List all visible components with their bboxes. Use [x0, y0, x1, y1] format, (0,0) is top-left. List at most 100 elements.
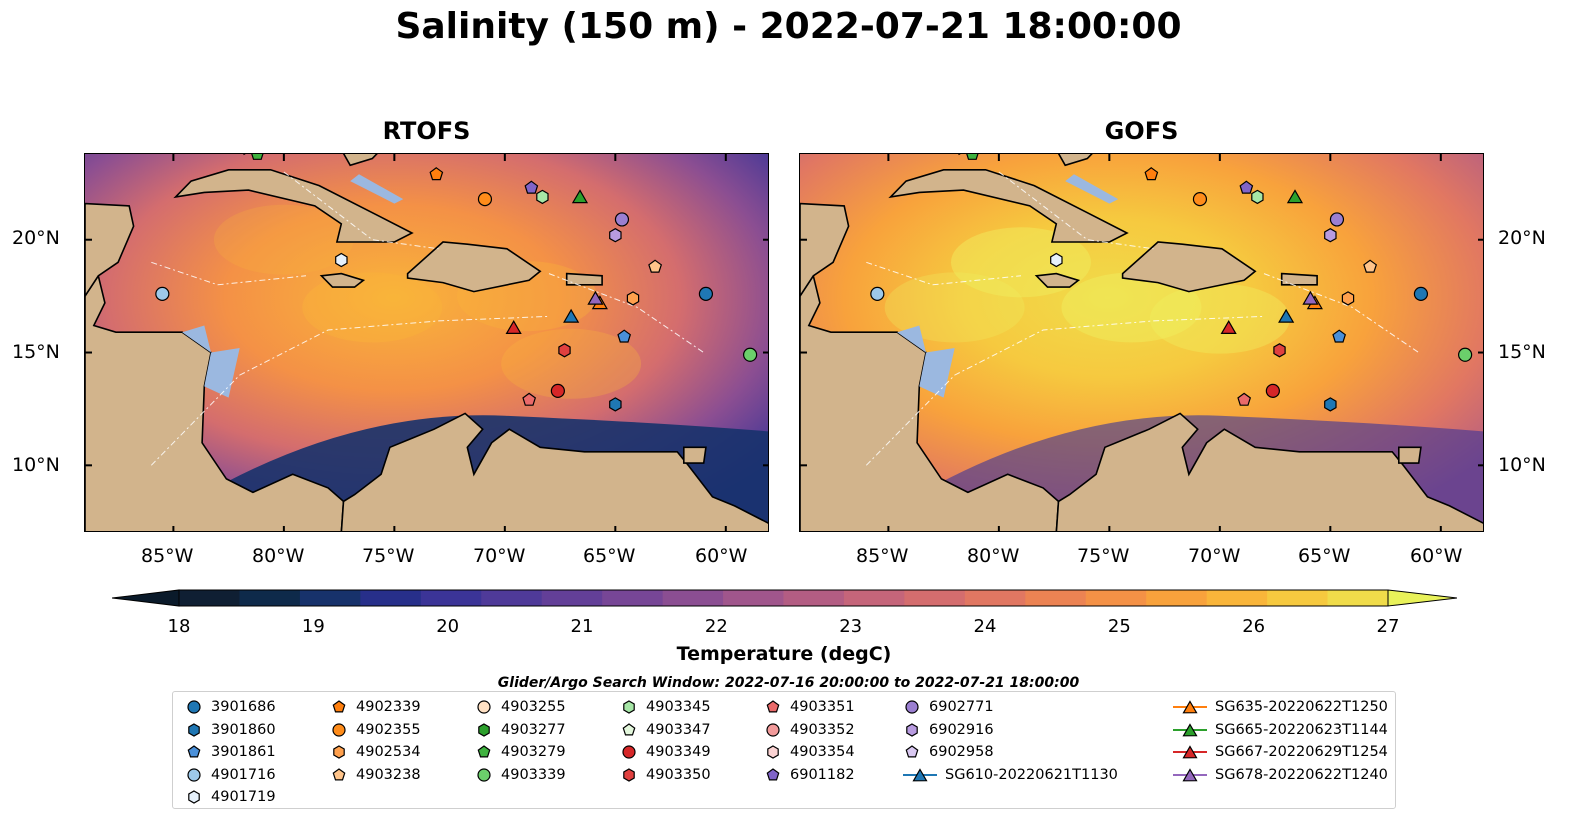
marker-rtofs-4903351[interactable] [522, 392, 537, 406]
legend-item-4902355: 4902355 [330, 719, 421, 741]
legend-marker-4903350[interactable] [623, 767, 635, 782]
gofs-map[interactable] [799, 153, 1484, 532]
legend-marker-6902958[interactable] [905, 745, 919, 758]
lat-tick-10n-left: 10°N [12, 454, 60, 476]
marker-gofs-4903351[interactable] [1237, 392, 1252, 406]
rtofs-map[interactable] [84, 153, 769, 532]
legend-marker-4903277[interactable] [478, 722, 490, 737]
legend-item-4903349: 4903349 [620, 741, 711, 763]
panel-title-rtofs: RTOFS [382, 117, 471, 145]
marker-gofs-4903339[interactable] [1458, 347, 1473, 362]
legend-marker-6902771[interactable] [905, 700, 919, 714]
legend-marker-4902534[interactable] [333, 745, 345, 759]
legend-label: 6902771 [929, 699, 994, 715]
legend-marker-4903339[interactable] [477, 767, 491, 782]
lat-tick-20n-left: 20°N [12, 227, 60, 249]
legend-marker-SG635-20220622T1250[interactable] [1182, 700, 1198, 714]
marker-gofs-SG610-20220621T1130[interactable] [1278, 308, 1295, 323]
marker-gofs-SG667-20220629T1254[interactable] [1220, 320, 1237, 334]
marker-rtofs-3901686[interactable] [698, 286, 714, 301]
legend-marker-4903345[interactable] [623, 700, 635, 714]
marker-rtofs-4902339[interactable] [429, 167, 444, 181]
legend-marker-4903354[interactable] [767, 745, 779, 759]
lon-tick-65w-rtofs: 65°W [583, 545, 636, 567]
marker-gofs-4901716[interactable] [870, 286, 885, 301]
legend-label: SG678-20220622T1240 [1215, 766, 1388, 783]
marker-gofs-4902534[interactable] [1341, 291, 1355, 306]
marker-rtofs-6902916[interactable] [609, 228, 622, 243]
land-cuba [888, 169, 1129, 243]
marker-gofs-6902916[interactable] [1324, 228, 1337, 243]
marker-gofs-3901860[interactable] [1324, 397, 1337, 412]
legend-marker-4903255[interactable] [477, 700, 491, 714]
legend-label: SG635-20220622T1250 [1215, 699, 1388, 715]
marker-rtofs-SG665-20220623T1144[interactable] [571, 189, 589, 204]
legend-marker-4903238[interactable] [332, 767, 346, 780]
legend-marker-4903351[interactable] [766, 700, 780, 713]
lon-tick-60w-gofs: 60°W [1410, 545, 1463, 567]
land-yucatan [85, 202, 135, 298]
marker-gofs-SG678-20220622T1240[interactable] [1302, 290, 1319, 305]
legend-marker-SG610-20220621T1130[interactable] [912, 767, 928, 781]
marker-gofs-6901182[interactable] [1239, 180, 1254, 194]
marker-rtofs-3901861[interactable] [617, 329, 632, 343]
marker-gofs-6902771[interactable] [1329, 212, 1345, 227]
legend-item-4903238: 4903238 [330, 764, 421, 786]
marker-rtofs-4903339[interactable] [743, 347, 758, 362]
marker-gofs-3901861[interactable] [1332, 329, 1347, 343]
marker-rtofs-SG610-20220621T1130[interactable] [563, 308, 580, 323]
marker-rtofs-4903350[interactable] [558, 343, 571, 358]
legend-marker-4903349[interactable] [622, 745, 636, 759]
marker-rtofs-4903349[interactable] [550, 383, 565, 398]
legend-marker-4903279[interactable] [477, 745, 491, 758]
marker-rtofs-4903238[interactable] [648, 259, 663, 273]
legend: 3901686 3901860 3901861 4901716 4901719 49023… [172, 691, 1396, 809]
marker-gofs-3901686[interactable] [1413, 286, 1429, 301]
marker-gofs-4903238[interactable] [1363, 259, 1378, 273]
legend-marker-4901719[interactable] [188, 790, 200, 804]
marker-gofs-4902355[interactable] [1192, 192, 1208, 207]
colorbar-tick-18: 18 [167, 616, 191, 637]
legend-marker-4901716[interactable] [187, 767, 201, 782]
colorbar-segment [179, 590, 240, 606]
legend-item-4903255: 4903255 [475, 696, 566, 718]
marker-rtofs-SG678-20220622T1240[interactable] [587, 290, 604, 305]
marker-gofs-4903349[interactable] [1265, 383, 1280, 398]
lat-tick-15n-right: 15°N [1498, 341, 1546, 363]
legend-label: 4903349 [646, 744, 711, 760]
marker-rtofs-4901719[interactable] [335, 252, 348, 268]
marker-gofs-4903350[interactable] [1273, 343, 1286, 358]
marker-rtofs-3901860[interactable] [609, 397, 622, 412]
legend-marker-4903347[interactable] [622, 722, 636, 735]
marker-gofs-4902339[interactable] [1144, 167, 1159, 181]
legend-marker-4903352[interactable] [766, 722, 780, 737]
marker-rtofs-4902355[interactable] [477, 192, 493, 207]
marker-rtofs-4902534[interactable] [626, 291, 640, 306]
marker-rtofs-4903279[interactable] [251, 154, 264, 160]
legend-marker-6901182[interactable] [766, 767, 780, 780]
legend-item-SG610-20220621T1130: SG610-20220621T1130 [903, 764, 1118, 786]
legend-item-4903350: 4903350 [620, 764, 711, 786]
legend-marker-SG665-20220623T1144[interactable] [1182, 722, 1198, 736]
marker-gofs-SG665-20220623T1144[interactable] [1286, 189, 1304, 204]
legend-label: 3901686 [211, 699, 276, 715]
marker-rtofs-4901716[interactable] [155, 286, 170, 301]
marker-rtofs-SG667-20220629T1254[interactable] [505, 320, 522, 334]
marker-rtofs-6901182[interactable] [524, 180, 539, 194]
legend-marker-4902355[interactable] [332, 722, 346, 737]
colorbar [112, 589, 1457, 607]
legend-marker-3901860[interactable] [188, 722, 200, 737]
marker-gofs-4901719[interactable] [1050, 252, 1063, 268]
legend-item-SG678-20220622T1240: SG678-20220622T1240 [1173, 764, 1388, 786]
colorbar-segment [783, 590, 845, 606]
marker-gofs-4903345[interactable] [1251, 189, 1264, 205]
legend-marker-3901686[interactable] [187, 700, 201, 714]
marker-rtofs-6902771[interactable] [614, 212, 630, 227]
legend-marker-4902339[interactable] [332, 700, 346, 713]
legend-marker-3901861[interactable] [187, 745, 201, 758]
legend-marker-SG678-20220622T1240[interactable] [1182, 767, 1198, 781]
marker-rtofs-4903345[interactable] [536, 189, 549, 205]
legend-marker-SG667-20220629T1254[interactable] [1182, 745, 1198, 759]
legend-marker-6902916[interactable] [906, 722, 918, 737]
marker-gofs-4903279[interactable] [966, 154, 979, 160]
